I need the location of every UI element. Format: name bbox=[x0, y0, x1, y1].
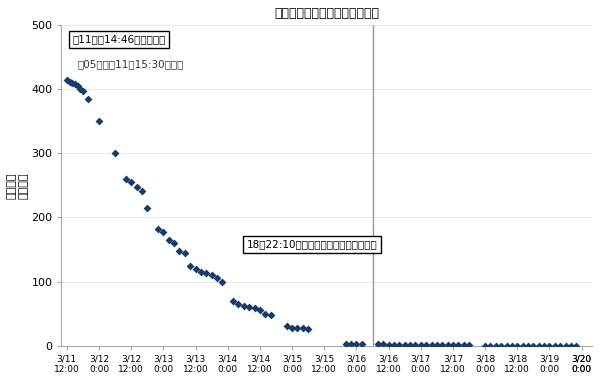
Point bbox=[73, 83, 82, 89]
Point bbox=[228, 298, 238, 304]
Point bbox=[266, 312, 275, 318]
Point bbox=[507, 343, 517, 349]
Point bbox=[67, 80, 77, 86]
Point bbox=[545, 343, 554, 349]
Point bbox=[169, 240, 179, 246]
Point bbox=[571, 343, 581, 349]
Point bbox=[389, 342, 399, 348]
Point bbox=[459, 342, 469, 348]
Point bbox=[556, 343, 565, 349]
Text: 組05万軒（11日15:30現在）: 組05万軒（11日15:30現在） bbox=[77, 59, 184, 69]
Point bbox=[65, 78, 74, 85]
Point bbox=[175, 248, 184, 254]
Point bbox=[379, 341, 388, 347]
Point bbox=[550, 343, 560, 349]
Point bbox=[421, 342, 431, 348]
Point bbox=[207, 272, 217, 278]
Point bbox=[384, 342, 394, 348]
Point bbox=[357, 341, 367, 347]
Title: 東京電力管内　停電軒数の推移: 東京電力管内 停電軒数の推移 bbox=[274, 7, 379, 20]
Point bbox=[255, 307, 265, 314]
Point bbox=[127, 179, 136, 185]
Point bbox=[180, 250, 190, 256]
Point bbox=[523, 343, 533, 349]
Point bbox=[410, 342, 420, 348]
Point bbox=[244, 304, 254, 310]
Point bbox=[70, 81, 80, 87]
Point bbox=[132, 184, 142, 190]
Text: 18日22:10　地震による停電は全て解消: 18日22:10 地震による停電は全て解消 bbox=[247, 239, 377, 250]
Point bbox=[432, 342, 442, 348]
Point bbox=[83, 96, 93, 102]
Point bbox=[293, 325, 302, 331]
Point bbox=[164, 237, 173, 243]
Text: （11日　14:46地震発生）: （11日 14:46地震発生） bbox=[72, 34, 166, 44]
Point bbox=[260, 311, 270, 317]
Point bbox=[529, 343, 538, 349]
Point bbox=[250, 306, 259, 312]
Point bbox=[496, 343, 506, 349]
Point bbox=[518, 343, 527, 349]
Point bbox=[443, 342, 452, 348]
Point bbox=[76, 86, 85, 93]
Point bbox=[212, 275, 222, 282]
Point bbox=[502, 343, 511, 349]
Point bbox=[561, 343, 571, 349]
Point bbox=[282, 323, 292, 330]
Point bbox=[94, 118, 104, 125]
Point bbox=[121, 176, 131, 182]
Point bbox=[137, 187, 147, 194]
Point bbox=[185, 263, 195, 269]
Point bbox=[202, 270, 211, 276]
Point bbox=[464, 342, 474, 348]
Point bbox=[304, 326, 313, 332]
Y-axis label: 停電軒数
（万軒）: 停電軒数 （万軒） bbox=[7, 172, 29, 199]
Point bbox=[78, 88, 88, 94]
Point bbox=[218, 279, 227, 285]
Point bbox=[400, 342, 409, 348]
Point bbox=[191, 266, 200, 272]
Point bbox=[346, 341, 356, 347]
Point bbox=[341, 341, 350, 347]
Point bbox=[512, 343, 522, 349]
Point bbox=[454, 342, 463, 348]
Point bbox=[287, 325, 297, 331]
Point bbox=[481, 343, 490, 349]
Point bbox=[298, 325, 308, 331]
Point bbox=[416, 342, 425, 348]
Point bbox=[427, 342, 436, 348]
Point bbox=[539, 343, 549, 349]
Point bbox=[142, 205, 152, 211]
Point bbox=[110, 150, 120, 157]
Point bbox=[566, 343, 576, 349]
Point bbox=[373, 341, 383, 347]
Point bbox=[395, 342, 404, 348]
Point bbox=[352, 341, 361, 347]
Point bbox=[485, 343, 495, 349]
Point bbox=[233, 301, 243, 307]
Point bbox=[196, 269, 206, 275]
Point bbox=[62, 77, 71, 83]
Point bbox=[405, 342, 415, 348]
Point bbox=[158, 229, 168, 235]
Point bbox=[534, 343, 544, 349]
Point bbox=[437, 342, 447, 348]
Point bbox=[491, 343, 500, 349]
Point bbox=[448, 342, 458, 348]
Point bbox=[239, 303, 248, 309]
Point bbox=[153, 226, 163, 232]
